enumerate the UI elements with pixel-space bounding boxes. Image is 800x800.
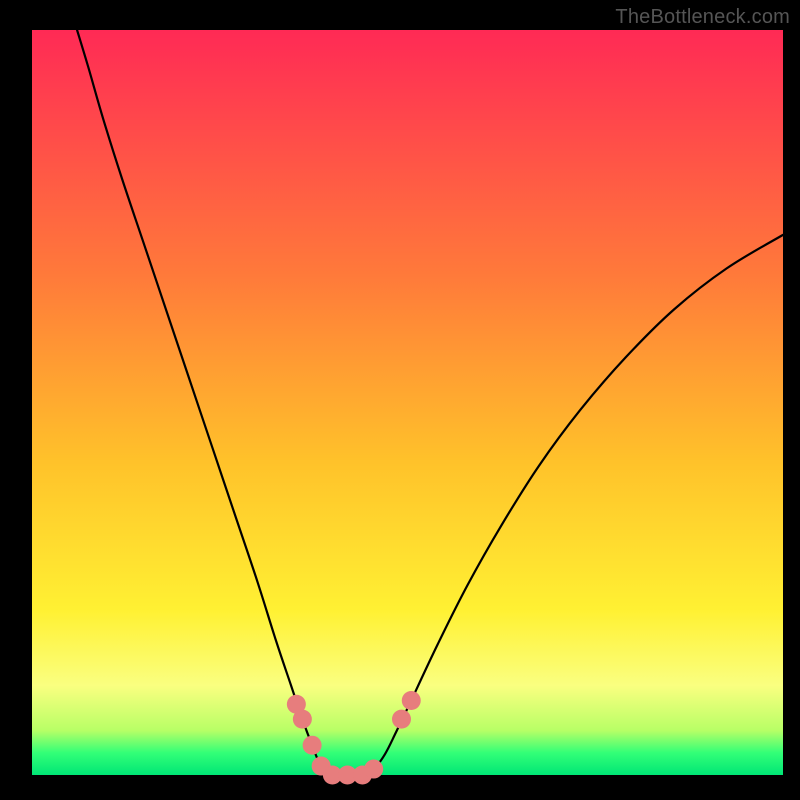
left-curve [77,30,411,776]
marker-group [287,691,421,785]
curve-layer [32,30,783,775]
marker-dot [392,710,411,729]
marker-dot [303,736,322,755]
marker-dot [402,691,421,710]
watermark-text: TheBottleneck.com [615,6,790,29]
chart-container: TheBottleneck.com [0,0,800,800]
plot-area [32,30,783,775]
marker-dot [364,760,383,779]
right-curve [411,235,783,701]
marker-dot [293,710,312,729]
